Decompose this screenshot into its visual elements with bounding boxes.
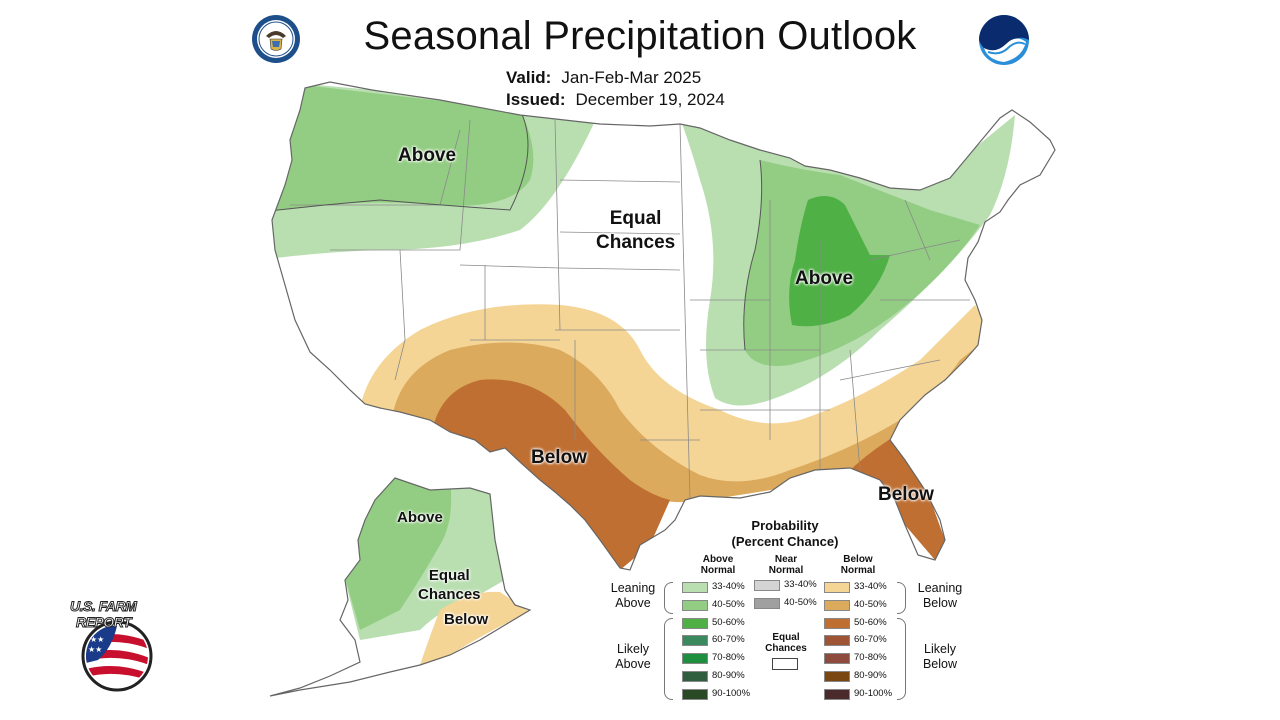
likely-below-line2: Below — [922, 657, 958, 671]
legend-below-label: 80-90% — [854, 670, 887, 681]
legend-above-label: 60-70% — [712, 634, 745, 646]
gl-above-50-region — [789, 196, 890, 327]
svg-text:★★: ★★ — [90, 635, 104, 644]
watermark-line2: REPORT — [75, 614, 132, 631]
legend-near-label: 40-50% — [784, 596, 817, 608]
legend-below-label: 70-80% — [854, 652, 887, 664]
legend-below-swatch — [824, 582, 850, 593]
likely-above-line2: Above — [615, 657, 651, 671]
below-head-line2: Normal — [840, 565, 876, 576]
legend-above-label: 40-50% — [712, 598, 745, 610]
legend-near-label: 33-40% — [784, 579, 817, 590]
legend-below-swatch — [824, 635, 850, 647]
label-center-line2: Chances — [596, 232, 676, 253]
legend-above-swatch — [682, 582, 708, 593]
label-northwest-above: Above — [398, 145, 457, 166]
legend-below-normal-head: Below Normal — [828, 554, 888, 576]
legend-above-swatch — [682, 635, 708, 647]
page-title: Seasonal Precipitation Outlook — [363, 14, 917, 58]
legend-above-label: 90-100% — [712, 687, 751, 699]
ak-leaning-below-region — [420, 591, 530, 665]
legend-above-label: 50-60% — [712, 616, 745, 628]
legend-below-swatch — [824, 599, 850, 611]
doc-seal-icon — [252, 15, 300, 63]
label-southwest-below: Below — [531, 447, 587, 468]
flag-ball-icon: ★★ ★★ — [81, 620, 153, 692]
legend-below-swatch — [824, 671, 850, 682]
legend-below-label: 90-100% — [854, 687, 893, 699]
fl-below-50-region — [845, 430, 945, 560]
legend-above-normal-head: Above Normal — [688, 554, 748, 576]
legend-leaning-below: Leaning Below — [910, 581, 970, 611]
s-below-50-region — [432, 379, 670, 570]
state-boundaries — [290, 119, 970, 501]
legend-near-swatch — [754, 597, 780, 609]
above-head-line1: Above — [702, 554, 734, 565]
brace-likely-above — [664, 618, 673, 700]
legend-below-swatch — [824, 617, 850, 629]
outlook-meta: Valid: Jan-Feb-Mar 2025 Issued: December 1… — [506, 67, 725, 111]
nw-above-40-region — [272, 82, 534, 212]
noaa-logo-icon — [979, 15, 1029, 65]
above-head-line2: Normal — [700, 565, 736, 576]
legend-likely-above: Likely Above — [603, 642, 663, 672]
leaning-above-line1: Leaning — [610, 581, 656, 595]
label-alaska-mid-line1: Equal — [428, 567, 470, 584]
legend-title: Probability (Percent Chance) — [730, 518, 840, 550]
equal-line2: Chances — [765, 643, 807, 654]
issued-value: December 19, 2024 — [575, 90, 725, 109]
leaning-below-line1: Leaning — [917, 581, 963, 595]
equal-line1: Equal — [772, 632, 800, 643]
legend-leaning-above: Leaning Above — [603, 581, 663, 611]
legend-title-line2: (Percent Chance) — [731, 534, 839, 549]
leaning-above-line2: Above — [615, 596, 651, 610]
label-center-equal-chances: Equal Chances — [596, 207, 675, 255]
legend-above-label: 33-40% — [712, 581, 745, 592]
legend-above-swatch — [682, 671, 708, 682]
label-alaska-above: Above — [397, 509, 443, 526]
label-florida-below: Below — [878, 484, 934, 505]
legend-above-swatch — [682, 617, 708, 629]
label-great-lakes-above: Above — [795, 268, 854, 289]
valid-value: Jan-Feb-Mar 2025 — [561, 68, 702, 87]
label-alaska-equal-chances: Equal Chances — [418, 566, 481, 604]
brace-likely-below — [897, 618, 906, 700]
legend-below-label: 40-50% — [854, 598, 887, 610]
legend-below-label: 50-60% — [854, 616, 887, 628]
legend-above-label: 80-90% — [712, 670, 745, 681]
issued-key: Issued: — [506, 90, 566, 109]
legend-near-swatch — [754, 580, 780, 591]
label-alaska-below: Below — [444, 611, 489, 628]
valid-key: Valid: — [506, 68, 552, 87]
svg-text:★★: ★★ — [88, 645, 102, 654]
near-head-line1: Near — [774, 554, 798, 565]
legend-below-label: 60-70% — [854, 634, 887, 646]
probability-legend: Probability (Percent Chance) Above Norma… — [600, 518, 980, 718]
brace-leaning-above — [664, 582, 673, 614]
near-head-line2: Normal — [768, 565, 804, 576]
likely-below-line1: Likely — [924, 642, 956, 656]
watermark-line1: U.S. FARM — [69, 598, 137, 615]
legend-above-swatch — [682, 599, 708, 611]
legend-below-swatch — [824, 688, 850, 700]
likely-above-line1: Likely — [617, 642, 649, 656]
legend-likely-below: Likely Below — [910, 642, 970, 672]
below-head-line1: Below — [843, 554, 873, 565]
legend-above-swatch — [682, 653, 708, 665]
label-alaska-mid-line2: Chances — [418, 586, 481, 603]
legend-title-line1: Probability — [751, 518, 819, 533]
legend-above-label: 70-80% — [712, 652, 745, 664]
legend-below-label: 33-40% — [854, 581, 887, 592]
leaning-below-line2: Below — [922, 596, 958, 610]
legend-near-normal-head: Near Normal — [756, 554, 816, 576]
brace-leaning-below — [897, 582, 906, 614]
equal-chances-swatch — [772, 658, 798, 670]
legend-equal-chances: Equal Chances — [756, 632, 816, 654]
legend-above-swatch — [682, 688, 708, 700]
legend-below-swatch — [824, 653, 850, 665]
label-center-line1: Equal — [609, 208, 662, 229]
us-farm-report-logo: ★★ ★★ U.S. FARM REPORT — [62, 598, 162, 693]
